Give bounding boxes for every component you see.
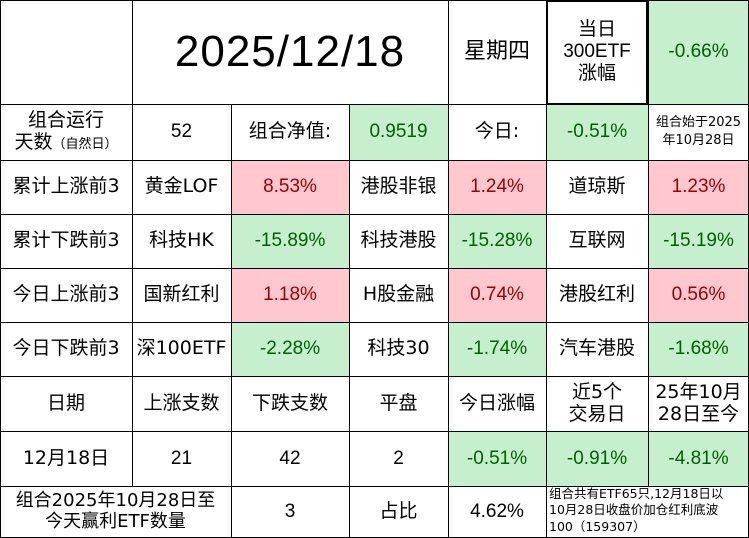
grid-line-horizontal xyxy=(0,0,749,1)
rank-item-name: 港股红利 xyxy=(558,283,635,306)
rank-item-value: -1.68% xyxy=(648,322,749,376)
stats-today-change: -0.51% xyxy=(448,431,546,486)
stats-header-flat: 平盘 xyxy=(379,391,418,414)
stats-up-count: 21 xyxy=(170,447,193,469)
start-note: 组合始于2025 年10月28日 xyxy=(648,104,749,160)
rank-item-name: 港股非银 xyxy=(360,175,437,198)
rank-item-name: 道琼斯 xyxy=(568,175,626,198)
rank-row-label: 累计下跌前3 xyxy=(12,229,120,252)
stats-down-count: 42 xyxy=(279,447,301,469)
stats-header-up-count: 上涨支数 xyxy=(143,391,220,414)
days-value: 52 xyxy=(170,121,193,143)
grid-line-horizontal xyxy=(0,322,749,323)
stats-header-date: 日期 xyxy=(46,391,85,414)
rank-item-value: 8.53% xyxy=(231,160,349,214)
nav-value: 0.9519 xyxy=(349,104,448,160)
footer-ratio-value: 4.62% xyxy=(470,501,524,523)
rank-row-label: 今日下跌前3 xyxy=(12,337,120,360)
footer-ratio-label: 占比 xyxy=(379,500,418,523)
stats-header-since: 25年10月 28日至今 xyxy=(648,376,749,431)
stats-header-last5-line2: 交易日 xyxy=(568,402,626,425)
rank-item-value: -2.28% xyxy=(231,322,349,376)
rank-item-name: 科技HK xyxy=(149,229,214,252)
rank-item-value: 0.74% xyxy=(448,268,546,322)
footer-note: 组合共有ETF65只,12月18日以 10月28日收盘价加仓红利底波 100（1… xyxy=(546,486,749,538)
days-label: 组合运行 天数（自然日） xyxy=(0,104,132,160)
rank-item-value: 1.23% xyxy=(648,160,749,214)
today-label: 今日: xyxy=(474,120,520,143)
grid-line-vertical xyxy=(0,0,1,538)
grid-line-vertical xyxy=(648,0,649,486)
grid-line-horizontal xyxy=(0,268,749,269)
footer-label-line1: 组合2025年10月28日至 xyxy=(15,490,216,512)
rank-item-name: 科技30 xyxy=(367,337,430,360)
start-note-line2: 年10月28日 xyxy=(662,133,735,148)
rank-item-name: 汽车港股 xyxy=(558,337,635,360)
rank-item-name: 科技港股 xyxy=(360,229,437,252)
stats-header-since-line1: 25年10月 xyxy=(655,380,742,403)
days-label-note: （自然日） xyxy=(52,137,118,152)
footer-count: 3 xyxy=(284,501,296,523)
grid-line-vertical xyxy=(349,104,350,538)
index-label-line2: 300ETF xyxy=(563,41,631,63)
grid-line-horizontal xyxy=(0,214,749,215)
rank-row-label: 今日上涨前3 xyxy=(12,283,120,306)
stats-flat: 2 xyxy=(393,447,404,469)
index-label-line1: 当日 xyxy=(577,18,616,41)
report-date: 2025/12/18 xyxy=(174,26,406,76)
rank-item-value: -15.19% xyxy=(648,214,749,268)
rank-item-name: 黄金LOF xyxy=(144,175,219,198)
footer-note-line3: 100（159307） xyxy=(549,518,646,534)
grid-line-vertical xyxy=(231,104,232,538)
stats-header-today-change: 今日涨幅 xyxy=(458,391,535,414)
index-label-line3: 涨幅 xyxy=(577,61,616,84)
header-blank-cell xyxy=(0,0,132,104)
stats-header-since-line2: 28日至今 xyxy=(657,402,740,425)
days-label-line1: 组合运行 xyxy=(27,109,104,132)
rank-item-name: H股金融 xyxy=(362,283,435,306)
grid-line-vertical xyxy=(132,0,133,486)
stats-header-last5: 近5个 交易日 xyxy=(546,376,648,431)
index-label-border xyxy=(546,0,648,105)
rank-item-name: 深100ETF xyxy=(136,337,227,360)
rank-item-value: -1.74% xyxy=(448,322,546,376)
grid-line-horizontal xyxy=(0,431,749,432)
grid-line-horizontal xyxy=(0,160,749,161)
index-change-label: 当日 300ETF 涨幅 xyxy=(546,0,648,104)
footer-note-line2: 10月28日收盘价加仓红利底波 xyxy=(549,502,719,518)
index-change-value: -0.66% xyxy=(648,0,749,104)
start-note-line1: 组合始于2025 xyxy=(655,115,742,131)
grid-line-horizontal xyxy=(0,104,749,105)
rank-item-value: -15.89% xyxy=(231,214,349,268)
rank-item-name: 互联网 xyxy=(568,229,626,252)
rank-item-value: 1.18% xyxy=(231,268,349,322)
rank-item-name: 国新红利 xyxy=(143,283,220,306)
stats-header-last5-line1: 近5个 xyxy=(571,380,623,403)
footer-note-line1: 组合共有ETF65只,12月18日以 xyxy=(549,486,724,501)
stats-since: -4.81% xyxy=(648,431,749,486)
rank-row-label: 累计上涨前3 xyxy=(12,175,120,198)
rank-item-value: 0.56% xyxy=(648,268,749,322)
footer-label: 组合2025年10月28日至 今天赢利ETF数量 xyxy=(0,486,231,538)
today-value: -0.51% xyxy=(546,104,648,160)
grid-line-vertical xyxy=(448,0,449,538)
days-label-line2: 天数 xyxy=(14,131,53,153)
nav-label: 组合净值: xyxy=(248,120,332,143)
grid-line-horizontal xyxy=(0,376,749,377)
stats-date: 12月18日 xyxy=(22,446,110,469)
grid-line-horizontal xyxy=(0,486,749,487)
rank-item-value: -15.28% xyxy=(448,214,546,268)
footer-label-line2: 今天赢利ETF数量 xyxy=(45,511,186,532)
stats-header-down-count: 下跌支数 xyxy=(251,391,328,414)
rank-item-value: 1.24% xyxy=(448,160,546,214)
stats-last5: -0.91% xyxy=(546,431,648,486)
grid-line-vertical xyxy=(546,0,547,538)
weekday: 星期四 xyxy=(463,39,530,65)
